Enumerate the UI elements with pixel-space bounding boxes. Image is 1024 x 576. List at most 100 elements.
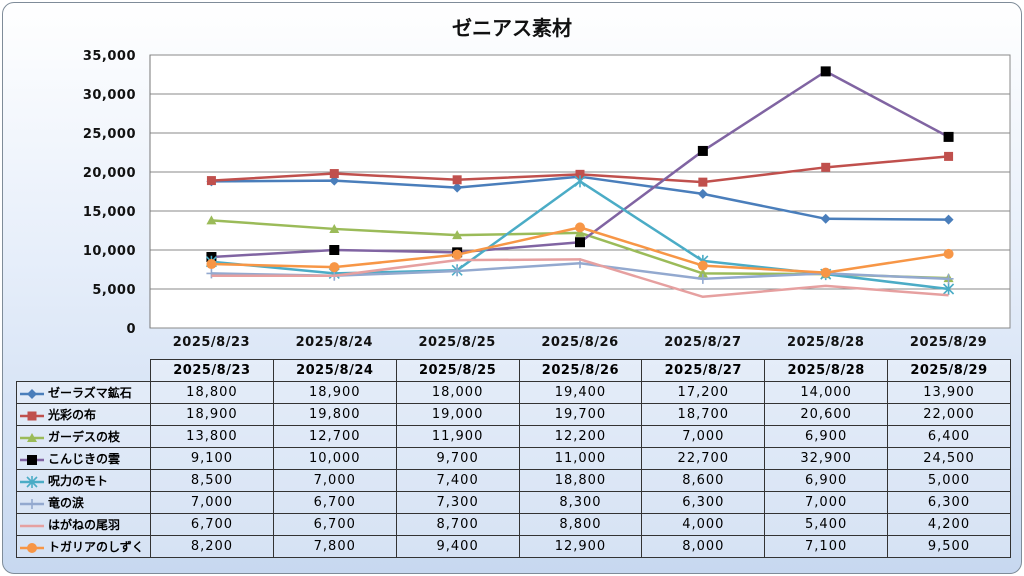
table-cell: 12,700	[272, 425, 397, 448]
legend-key	[20, 432, 44, 442]
table-cell: 6,400	[887, 425, 1011, 448]
y-tick-label: 30,000	[83, 88, 136, 103]
y-tick-label: 0	[126, 322, 136, 337]
table-cell: 19,400	[518, 381, 643, 404]
table-cell: 7,400	[395, 469, 520, 492]
data-point	[329, 262, 340, 273]
table-row: 呪力のモト 8,500 7,000 7,400 18,800 8,600 6,900 5,00…	[16, 469, 1011, 492]
table-row: ガーデスの枝 13,800 12,700 11,900 12,200 7,000 6,900…	[16, 425, 1011, 448]
legend-label: はがねの尾羽	[48, 518, 121, 532]
data-point	[697, 260, 708, 271]
table-cell: 7,000	[272, 469, 397, 492]
table-cell: 8,200	[150, 535, 274, 558]
data-point	[697, 188, 708, 199]
legend-key	[20, 388, 44, 399]
data-point	[943, 248, 954, 259]
table-cell: 20,600	[764, 403, 889, 426]
table-cell: 6,700	[150, 513, 274, 536]
table-cell: 32,900	[764, 447, 889, 470]
data-point	[452, 182, 463, 193]
data-point	[820, 267, 831, 278]
table-cell: 7,000	[150, 491, 274, 514]
table-cell: 9,400	[395, 535, 520, 558]
table-header-date: 2025/8/29	[887, 359, 1011, 382]
data-point	[329, 169, 339, 179]
table-cell: 22,000	[887, 403, 1011, 426]
legend-label: 光彩の布	[48, 408, 97, 422]
table-cell: 8,700	[395, 513, 520, 536]
legend-label: ガーデスの枝	[48, 430, 121, 444]
x-tick-label: 2025/8/29	[910, 335, 987, 350]
data-point	[452, 175, 462, 185]
table-cell: 19,800	[272, 403, 397, 426]
table-row: 竜の涙 7,000 6,700 7,300 8,300 6,300 7,000 6,300	[16, 491, 1011, 514]
x-tick-label: 2025/8/26	[541, 335, 618, 350]
table-cell: 12,900	[518, 535, 643, 558]
table-cell: 6,900	[764, 469, 889, 492]
table-row: ゼーラズマ鉱石 18,800 18,900 18,000 19,400 17,200 14,…	[16, 381, 1011, 404]
data-point	[574, 175, 586, 188]
data-point	[944, 151, 954, 161]
table-cell: 6,300	[887, 491, 1011, 514]
data-point	[820, 66, 831, 77]
table-row: トガリアのしずく 8,200 7,800 9,400 12,900 8,000 7,100 9…	[16, 535, 1011, 558]
legend-entry: 光彩の布	[16, 403, 151, 426]
table-cell: 6,300	[641, 491, 766, 514]
data-point	[821, 162, 831, 172]
series-8	[206, 222, 954, 278]
legend-label: トガリアのしずく	[48, 540, 144, 554]
series-7	[211, 258, 949, 299]
legend-entry: 竜の涙	[16, 491, 151, 514]
table-header-date: 2025/8/25	[395, 359, 520, 382]
table-cell: 7,800	[272, 535, 397, 558]
x-tick-label: 2025/8/25	[418, 335, 495, 350]
y-tick-label: 35,000	[83, 49, 136, 64]
data-point	[697, 268, 708, 278]
data-point	[943, 283, 955, 295]
table-cell: 8,500	[150, 469, 274, 492]
data-point	[329, 245, 340, 255]
table-cell: 18,800	[150, 381, 274, 404]
table-cell: 24,500	[887, 447, 1011, 470]
legend-marker	[26, 475, 38, 488]
table-cell: 17,200	[641, 381, 766, 404]
legend-marker	[27, 498, 37, 509]
table-header-date: 2025/8/24	[272, 359, 397, 382]
data-point	[943, 214, 954, 225]
data-point	[575, 169, 585, 179]
legend-label: 竜の涙	[48, 496, 85, 510]
table-cell: 7,000	[764, 491, 889, 514]
table-cell: 11,000	[518, 447, 643, 470]
x-tick-label: 2025/8/28	[787, 335, 864, 350]
legend-label: 呪力のモト	[48, 474, 109, 488]
legend-key	[20, 524, 44, 527]
data-table: 2025/8/23 2025/8/24 2025/8/25 2025/8/26 2025…	[16, 359, 1011, 558]
series-line	[211, 258, 949, 299]
data-point	[452, 230, 463, 240]
data-point	[575, 222, 585, 233]
x-tick-label: 2025/8/27	[664, 335, 741, 350]
table-cell: 18,900	[272, 381, 397, 404]
data-point	[943, 131, 954, 142]
table-header-date: 2025/8/27	[641, 359, 766, 382]
table-cell: 18,000	[395, 381, 520, 404]
table-cell: 19,000	[395, 403, 520, 426]
x-tick-label: 2025/8/24	[296, 335, 373, 350]
data-point	[698, 177, 708, 187]
legend-marker	[27, 411, 37, 420]
y-tick-label: 10,000	[83, 244, 136, 259]
legend-entry: はがねの尾羽	[16, 513, 151, 536]
table-cell: 4,000	[641, 513, 766, 536]
series-2	[206, 151, 954, 187]
table-cell: 4,200	[887, 513, 1011, 536]
plot-area	[149, 54, 1011, 329]
table-header-date: 2025/8/23	[150, 359, 274, 382]
y-tick-label: 25,000	[83, 127, 136, 142]
data-point	[697, 145, 708, 156]
y-tick-label: 15,000	[83, 205, 136, 220]
y-tick-label: 20,000	[83, 166, 136, 181]
data-point	[206, 176, 216, 186]
legend-entry: こんじきの雲	[16, 447, 151, 470]
table-row: はがねの尾羽 6,700 6,700 8,700 8,800 4,000 5,400 4,20…	[16, 513, 1011, 536]
